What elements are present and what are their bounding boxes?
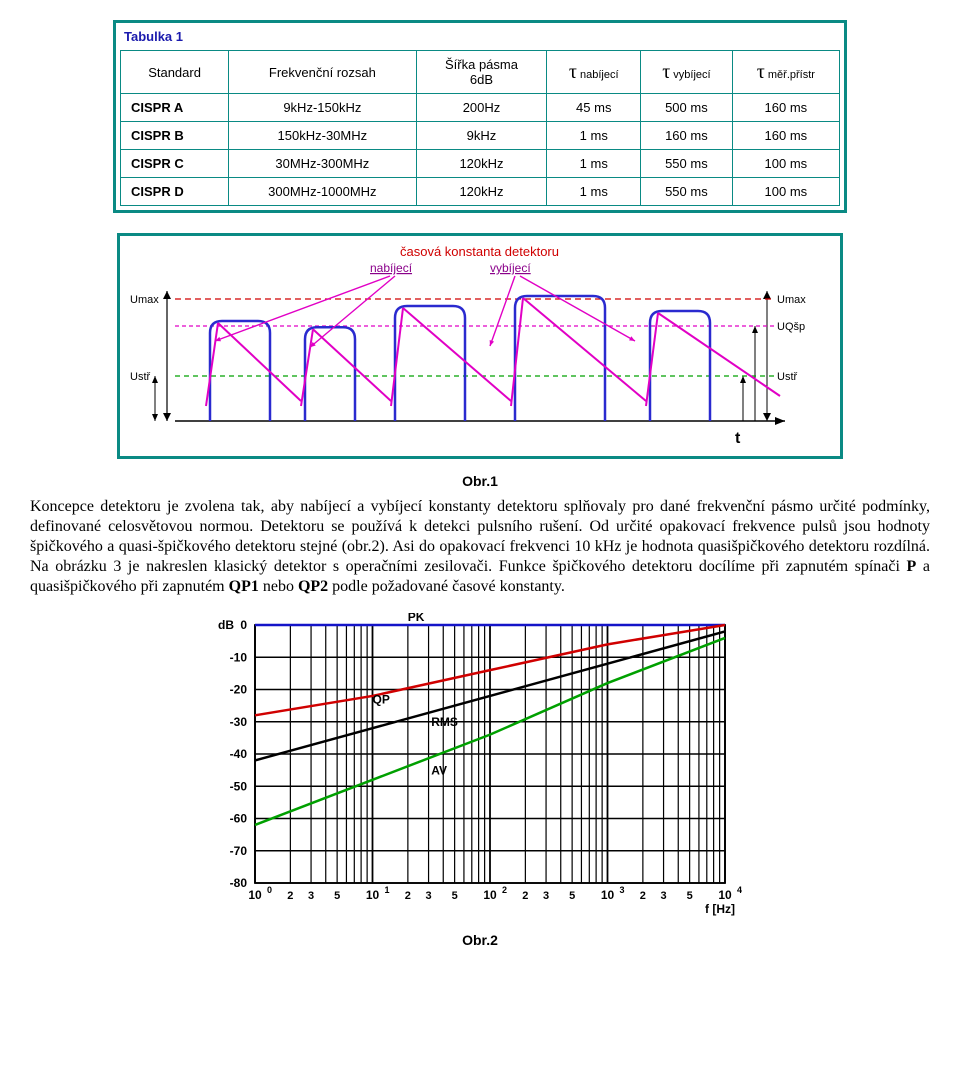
svg-text:10: 10 [718, 888, 732, 902]
table-cell: CISPR A [121, 94, 229, 122]
table-cell: 1 ms [547, 178, 641, 206]
svg-text:nabíjecí: nabíjecí [370, 261, 413, 275]
table-header: τ nabíjecí [547, 51, 641, 94]
table-cell: CISPR D [121, 178, 229, 206]
svg-text:10: 10 [248, 888, 262, 902]
svg-text:-50: -50 [230, 779, 248, 793]
svg-text:10: 10 [601, 888, 615, 902]
svg-text:1: 1 [385, 885, 390, 895]
svg-text:-80: -80 [230, 876, 248, 890]
svg-text:Umax: Umax [777, 294, 806, 306]
table-row: CISPR B150kHz-30MHz9kHz1 ms160 ms160 ms [121, 122, 840, 150]
body-paragraph: Koncepce detektoru je zvolena tak, aby n… [30, 497, 930, 597]
table-cell: CISPR C [121, 150, 229, 178]
figure-2-svg: 0 -10 -20 -30 -40 -50 -60 -70 -80 dB 10 0 2 3 5 10 1 2 3 5 1… [200, 613, 760, 923]
figure-2: 0 -10 -20 -30 -40 -50 -60 -70 -80 dB 10 0 2 3 5 10 1 2 3 5 1… [200, 613, 760, 948]
svg-text:AV: AV [431, 763, 447, 777]
table-cell: 550 ms [641, 178, 733, 206]
table-cell: 1 ms [547, 150, 641, 178]
svg-text:UQšp: UQšp [777, 321, 805, 333]
svg-text:Ustř: Ustř [777, 371, 798, 383]
svg-text:3: 3 [308, 890, 314, 902]
table-cell: 160 ms [732, 122, 839, 150]
svg-text:3: 3 [660, 890, 666, 902]
svg-text:10: 10 [483, 888, 497, 902]
svg-text:-60: -60 [230, 812, 248, 826]
table-cell: 120kHz [416, 178, 547, 206]
svg-text:5: 5 [452, 890, 458, 902]
figure-1-svg: t Umax Ustř Umax UQšp Ustř časová konstanta de… [120, 236, 840, 456]
svg-text:PK: PK [408, 613, 425, 624]
svg-text:2: 2 [502, 885, 507, 895]
table-cell: 45 ms [547, 94, 641, 122]
table-cell: CISPR B [121, 122, 229, 150]
svg-text:3: 3 [543, 890, 549, 902]
svg-text:5: 5 [569, 890, 575, 902]
table-cell: 160 ms [641, 122, 733, 150]
table-cell: 300MHz-1000MHz [229, 178, 416, 206]
table-header: Frekvenční rozsah [229, 51, 416, 94]
table-title: Tabulka 1 [120, 27, 840, 50]
svg-text:3: 3 [425, 890, 431, 902]
table-cell: 100 ms [732, 178, 839, 206]
table-cell: 150kHz-30MHz [229, 122, 416, 150]
figure-1-label: Obr.1 [30, 473, 930, 489]
table-cell: 9kHz-150kHz [229, 94, 416, 122]
figure-2-label: Obr.2 [200, 932, 760, 948]
table-header: τ měř.přístr [732, 51, 839, 94]
svg-text:5: 5 [334, 890, 340, 902]
table-row: CISPR A9kHz-150kHz200Hz45 ms500 ms160 ms [121, 94, 840, 122]
table-row: CISPR D300MHz-1000MHz120kHz1 ms550 ms100… [121, 178, 840, 206]
table-cell: 500 ms [641, 94, 733, 122]
svg-text:QP: QP [373, 693, 390, 707]
table-cell: 200Hz [416, 94, 547, 122]
svg-text:-40: -40 [230, 747, 248, 761]
svg-text:2: 2 [405, 890, 411, 902]
svg-text:-30: -30 [230, 715, 248, 729]
svg-text:Ustř: Ustř [130, 371, 151, 383]
table-row: CISPR C30MHz-300MHz120kHz1 ms550 ms100 m… [121, 150, 840, 178]
svg-text:3: 3 [620, 885, 625, 895]
table-cell: 1 ms [547, 122, 641, 150]
table-cell: 550 ms [641, 150, 733, 178]
svg-text:časová konstanta detektoru: časová konstanta detektoru [400, 244, 559, 259]
table-header: Šířka pásma6dB [416, 51, 547, 94]
svg-text:10: 10 [366, 888, 380, 902]
table-cell: 160 ms [732, 94, 839, 122]
table-cell: 9kHz [416, 122, 547, 150]
svg-text:t: t [735, 430, 741, 447]
svg-text:0: 0 [240, 618, 247, 632]
svg-text:vybíjecí: vybíjecí [490, 261, 531, 275]
svg-text:2: 2 [287, 890, 293, 902]
svg-text:dB: dB [218, 618, 234, 632]
svg-text:0: 0 [267, 885, 272, 895]
svg-text:2: 2 [522, 890, 528, 902]
svg-text:-70: -70 [230, 844, 248, 858]
svg-text:RMS: RMS [431, 715, 458, 729]
svg-text:Umax: Umax [130, 294, 159, 306]
figure-1: t Umax Ustř Umax UQšp Ustř časová konstanta de… [117, 233, 843, 459]
table-header: τ vybíjecí [641, 51, 733, 94]
table-cell: 100 ms [732, 150, 839, 178]
svg-text:-20: -20 [230, 683, 248, 697]
svg-text:4: 4 [737, 885, 742, 895]
table-1: Tabulka 1 StandardFrekvenční rozsahŠířka… [113, 20, 847, 213]
table-cell: 30MHz-300MHz [229, 150, 416, 178]
table-cell: 120kHz [416, 150, 547, 178]
svg-text:f [Hz]: f [Hz] [705, 902, 735, 916]
svg-text:2: 2 [640, 890, 646, 902]
svg-text:-10: -10 [230, 650, 248, 664]
table-header: Standard [121, 51, 229, 94]
svg-text:5: 5 [687, 890, 693, 902]
cispr-table: StandardFrekvenční rozsahŠířka pásma6dBτ… [120, 50, 840, 206]
